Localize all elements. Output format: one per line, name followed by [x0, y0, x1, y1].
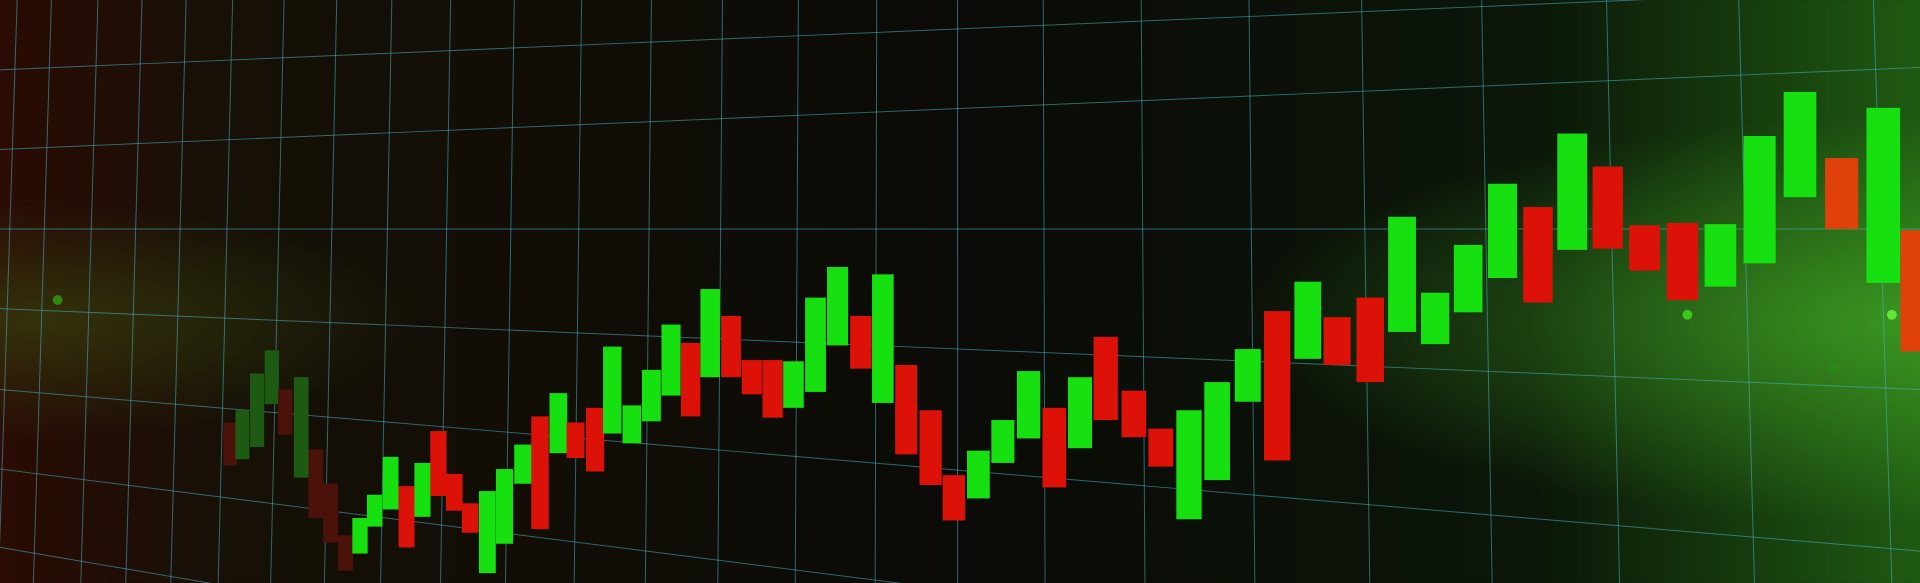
candle — [1323, 317, 1351, 365]
candle — [264, 350, 279, 405]
grid-vertical — [0, 0, 18, 548]
candle — [827, 267, 849, 346]
grid-vertical — [794, 0, 799, 583]
candle — [414, 462, 431, 517]
candles — [52, 91, 1920, 574]
candle — [895, 364, 918, 455]
candle — [1704, 224, 1737, 287]
candle — [514, 444, 532, 484]
candle — [1666, 222, 1699, 301]
candle — [250, 373, 265, 448]
grid-vertical — [217, 0, 234, 583]
candle — [642, 369, 661, 422]
candle — [1523, 207, 1553, 303]
candle — [1866, 107, 1901, 283]
grid-horizontal — [0, 388, 1920, 552]
candle — [1743, 135, 1776, 264]
candle — [1148, 428, 1174, 467]
candle — [366, 494, 383, 527]
candle — [586, 407, 605, 472]
candle — [1121, 390, 1147, 438]
candle — [872, 274, 894, 403]
candle — [1068, 377, 1092, 449]
grid-vertical — [270, 0, 285, 583]
candle — [783, 361, 804, 408]
candle — [1629, 225, 1660, 271]
candle — [337, 535, 353, 571]
candle — [919, 410, 942, 485]
grid-vertical — [1606, 0, 1621, 583]
grid-vertical — [1738, 0, 1755, 583]
light-spot — [1829, 362, 1840, 373]
candle — [235, 410, 250, 460]
candle — [1487, 183, 1517, 279]
candle — [293, 377, 309, 478]
light-spot — [1886, 309, 1897, 320]
candle — [1176, 410, 1202, 520]
candle — [323, 483, 339, 543]
candle — [223, 422, 238, 466]
candle — [430, 431, 447, 496]
grid-vertical — [717, 0, 723, 583]
grid-vertical — [32, 0, 52, 583]
candle — [1783, 91, 1817, 198]
candle — [495, 469, 514, 544]
candle — [762, 360, 783, 418]
candle — [1356, 297, 1384, 383]
grid-vertical — [1481, 0, 1493, 583]
candle — [446, 473, 463, 511]
candle — [966, 450, 990, 499]
grid-vertical — [1872, 0, 1893, 583]
candle — [461, 503, 479, 533]
candle — [1016, 371, 1041, 439]
candle — [398, 486, 415, 548]
candle — [622, 405, 642, 444]
candle — [661, 324, 681, 396]
candle — [1900, 230, 1920, 352]
light-spot — [1682, 309, 1693, 320]
candle — [1388, 216, 1416, 332]
candle — [352, 518, 368, 554]
candle — [549, 393, 568, 454]
candle — [700, 289, 720, 378]
grid-horizontal — [0, 66, 1920, 150]
grid-horizontal — [0, 308, 1920, 390]
candle — [382, 456, 399, 510]
candle — [1825, 158, 1859, 230]
light-spot — [52, 295, 63, 305]
candle — [850, 315, 872, 369]
candle — [1453, 244, 1483, 313]
candle — [1294, 281, 1322, 359]
candle — [1234, 349, 1261, 402]
candle — [1204, 382, 1230, 481]
candle — [478, 491, 496, 574]
grid-vertical — [380, 0, 393, 583]
candle — [942, 475, 966, 521]
grid-vertical — [1248, 0, 1256, 583]
candle — [566, 422, 585, 459]
grid-vertical — [573, 0, 583, 583]
candle — [1042, 407, 1067, 488]
grid-vertical — [644, 0, 652, 583]
candle — [741, 360, 762, 395]
candle — [1592, 166, 1623, 249]
candle — [308, 449, 324, 519]
candle — [721, 315, 741, 378]
candle — [1263, 311, 1291, 461]
candle — [1093, 336, 1118, 421]
candle — [680, 342, 701, 417]
candle — [991, 420, 1015, 463]
candle — [278, 389, 293, 435]
grid-vertical — [1361, 0, 1371, 583]
candle — [1420, 292, 1450, 345]
grid-vertical — [80, 0, 99, 583]
candle — [1557, 133, 1588, 250]
candle — [531, 416, 549, 530]
grid-vertical — [170, 0, 187, 583]
grid-horizontal — [0, 0, 1647, 71]
candle — [603, 346, 622, 434]
candle — [805, 297, 826, 392]
